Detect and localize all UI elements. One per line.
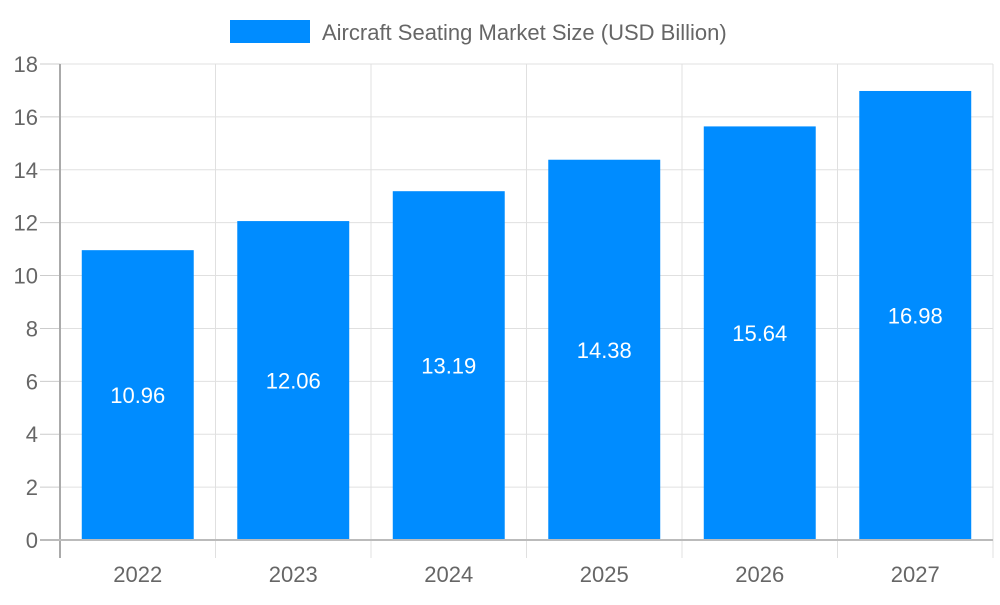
data-label: 10.96 bbox=[110, 383, 165, 408]
data-label: 15.64 bbox=[732, 321, 787, 346]
y-tick-label: 10 bbox=[14, 264, 38, 289]
x-tick-label: 2025 bbox=[580, 562, 629, 587]
x-tick-label: 2024 bbox=[424, 562, 473, 587]
y-tick-label: 18 bbox=[14, 52, 38, 77]
y-tick-label: 14 bbox=[14, 158, 38, 183]
y-tick-label: 8 bbox=[26, 316, 38, 341]
data-label: 16.98 bbox=[888, 303, 943, 328]
grid bbox=[60, 63, 994, 558]
y-tick-label: 16 bbox=[14, 105, 38, 130]
legend-label: Aircraft Seating Market Size (USD Billio… bbox=[322, 20, 727, 45]
y-tick-label: 2 bbox=[26, 475, 38, 500]
y-tick-label: 0 bbox=[26, 528, 38, 553]
bar-2024 bbox=[392, 191, 505, 540]
bar-2022 bbox=[81, 250, 194, 540]
legend[interactable]: Aircraft Seating Market Size (USD Billio… bbox=[230, 20, 727, 45]
bars: 10.96 12.06 13.19 14.38 15.64 16.98 bbox=[81, 90, 972, 541]
bar-2026 bbox=[703, 126, 816, 541]
y-tick-label: 12 bbox=[14, 211, 38, 236]
bar-2027 bbox=[859, 90, 972, 541]
bar-2025 bbox=[548, 159, 661, 540]
data-label: 12.06 bbox=[266, 369, 321, 394]
x-tick-label: 2022 bbox=[113, 562, 162, 587]
bar-2023 bbox=[237, 221, 350, 540]
data-label: 14.38 bbox=[577, 338, 632, 363]
y-tick-label: 6 bbox=[26, 369, 38, 394]
x-tick-label: 2023 bbox=[269, 562, 318, 587]
legend-swatch bbox=[230, 20, 310, 43]
y-tick-label: 4 bbox=[26, 422, 38, 447]
axes: 0 2 4 6 8 10 12 14 16 18 2022 2023 2024 2025 2026 2027 bbox=[14, 52, 993, 587]
x-tick-label: 2027 bbox=[891, 562, 940, 587]
x-tick-label: 2026 bbox=[735, 562, 784, 587]
data-label: 13.19 bbox=[421, 354, 476, 379]
